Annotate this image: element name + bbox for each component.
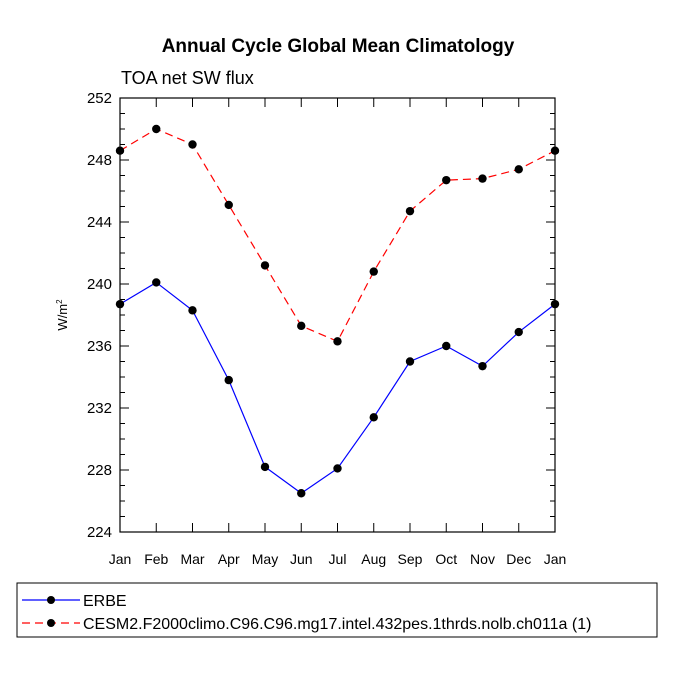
series-0-point: [405, 357, 415, 366]
x-tick-label: Apr: [218, 551, 240, 567]
series-1-point: [478, 174, 487, 183]
series-1-point: [152, 124, 161, 134]
x-tick-label: Dec: [506, 551, 531, 567]
x-tick-label: Nov: [470, 551, 495, 567]
series-1-point: [514, 165, 523, 174]
x-tick-label: Jan: [109, 551, 132, 567]
y-axis-label: W/m2: [55, 299, 70, 331]
chart-title: Annual Cycle Global Mean Climatology: [162, 36, 515, 57]
y-tick-label: 224: [87, 524, 112, 541]
series-1-point: [297, 321, 306, 331]
y-tick-label: 228: [87, 462, 112, 479]
y-tick-label: 252: [87, 90, 112, 107]
legend-box: [16, 582, 658, 638]
y-axis: 224 228 232 236 240 244 248 252: [87, 90, 555, 541]
x-axis: Jan Feb Mar Apr May Jun Jul Aug Sep Oct Nov Dec Jan: [109, 98, 567, 567]
y-axis-label-superscript: 2: [55, 299, 64, 304]
series-1-point: [369, 267, 378, 276]
series-1-point: [333, 337, 342, 346]
series-0-point: [115, 299, 125, 309]
x-tick-label: Feb: [144, 551, 168, 567]
y-axis-label-text: W/m: [55, 304, 70, 331]
series-0-point: [550, 299, 560, 309]
series-0-point: [478, 361, 487, 371]
legend-label-erbe: ERBE: [83, 593, 127, 610]
series-0-point: [224, 375, 233, 385]
series-0-point: [152, 278, 161, 287]
series-1-point: [260, 261, 270, 270]
chart-subtitle: TOA net SW flux: [121, 68, 254, 88]
series-line-0: [119, 281, 556, 494]
series-1-point: [188, 140, 197, 149]
y-tick-label: 240: [87, 276, 112, 293]
y-tick-label: 244: [87, 214, 112, 231]
x-tick-label: Jul: [329, 551, 347, 567]
series-1-point: [405, 206, 415, 216]
series-1-point: [224, 200, 233, 210]
series-0-point: [369, 413, 378, 422]
legend-marker-cesm2: [47, 619, 55, 627]
series-0-point: [333, 464, 342, 473]
series-1-point: [550, 146, 560, 155]
series-0-point: [514, 327, 523, 337]
y-tick-label: 236: [87, 338, 112, 355]
series-1-point: [442, 175, 451, 185]
x-tick-label: Jan: [544, 551, 567, 567]
x-tick-label: Aug: [361, 551, 386, 567]
legend-label-cesm2: CESM2.F2000climo.C96.C96.mg17.intel.432p…: [83, 616, 591, 633]
legend-marker-erbe: [47, 596, 55, 604]
series-1-point: [115, 146, 125, 155]
y-tick-label: 248: [87, 152, 112, 169]
series-0-point: [297, 489, 306, 498]
y-tick-label: 232: [87, 400, 112, 417]
series-0-point: [188, 306, 197, 315]
series-layer: [115, 124, 560, 498]
legend: ERBE CESM2.F2000climo.C96.C96.mg17.intel…: [16, 582, 658, 638]
x-tick-label: May: [252, 551, 278, 567]
x-tick-label: Mar: [180, 551, 204, 567]
series-0-point: [260, 462, 270, 472]
x-tick-label: Sep: [398, 551, 423, 567]
x-tick-label: Oct: [435, 551, 457, 567]
series-line-1: [119, 128, 556, 343]
series-0-point: [442, 341, 451, 351]
x-tick-label: Jun: [290, 551, 313, 567]
